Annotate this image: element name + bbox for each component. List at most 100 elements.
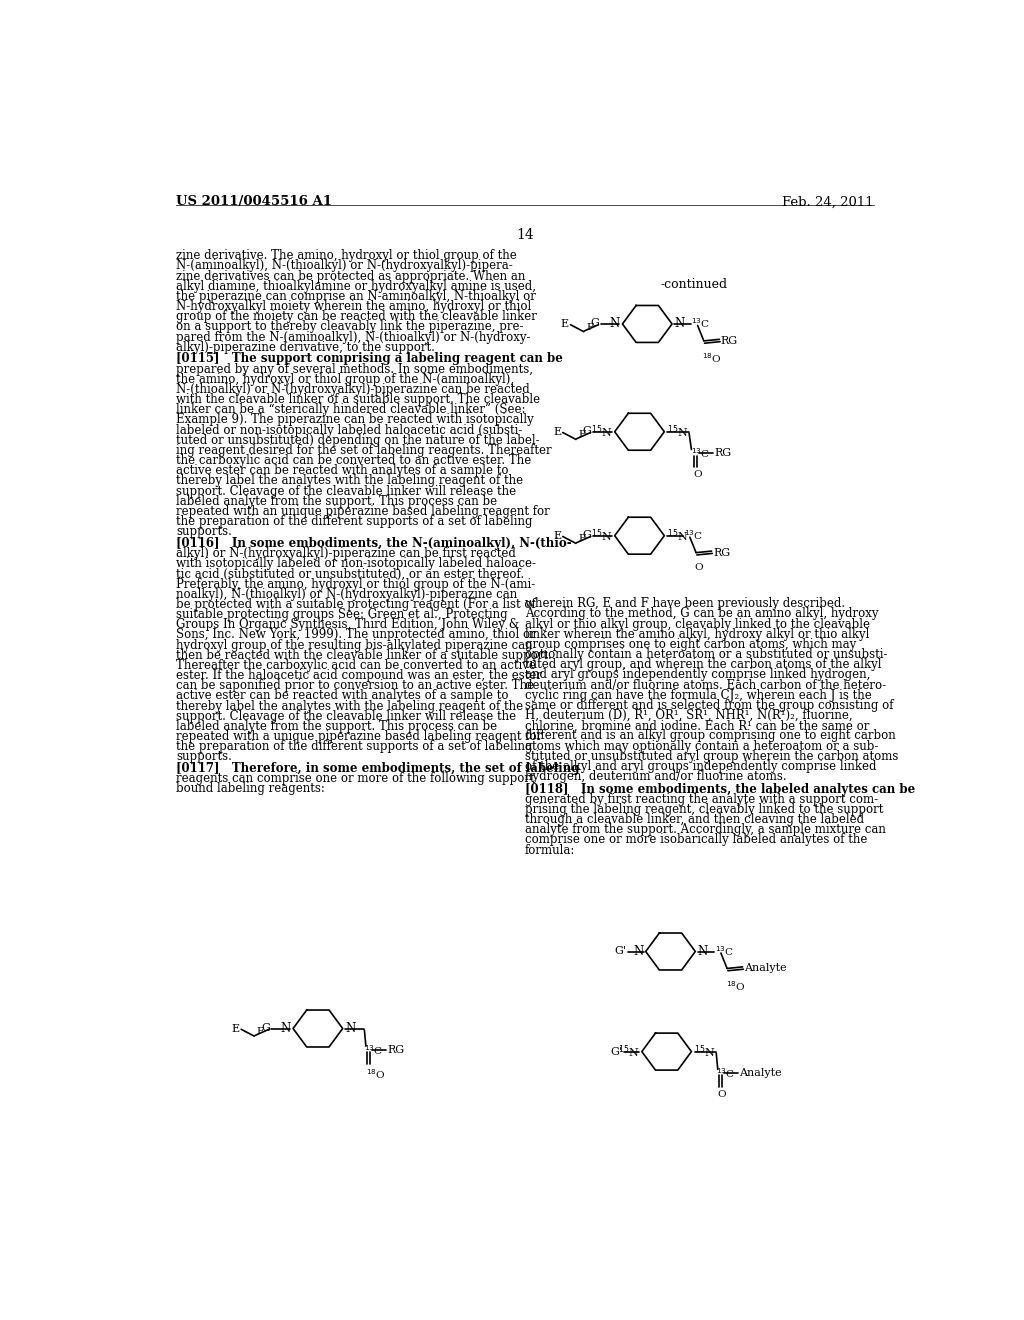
Text: RG: RG [388,1045,404,1055]
Text: with isotopically labeled or non-isotopically labeled haloace-: with isotopically labeled or non-isotopi… [176,557,536,570]
Text: Thereafter the carboxylic acid can be converted to an active: Thereafter the carboxylic acid can be co… [176,659,536,672]
Text: bound labeling reagents:: bound labeling reagents: [176,783,325,796]
Text: chlorine, bromine and iodine. Each R¹ can be the same or: chlorine, bromine and iodine. Each R¹ ca… [524,719,869,733]
Text: N: N [697,945,708,958]
Text: then be reacted with the cleavable linker of a suitable support.: then be reacted with the cleavable linke… [176,648,552,661]
Text: RG: RG [715,449,732,458]
Text: labeled or non-isotopically labeled haloacetic acid (substi-: labeled or non-isotopically labeled halo… [176,424,522,437]
Text: ester. If the haloacetic acid compound was an ester, the ester: ester. If the haloacetic acid compound w… [176,669,542,682]
Text: noalkyl), N-(thioalkyl) or N-(hydroxyalkyl)-piperazine can: noalkyl), N-(thioalkyl) or N-(hydroxyalk… [176,587,517,601]
Text: O: O [693,470,701,479]
Text: Analyte: Analyte [739,1068,782,1078]
Text: supports.: supports. [176,525,231,539]
Text: the carboxylic acid can be converted to an active ester. The: the carboxylic acid can be converted to … [176,454,531,467]
Text: US 2011/0045516 A1: US 2011/0045516 A1 [176,195,332,209]
Text: atoms which may optionally contain a heteroatom or a sub-: atoms which may optionally contain a het… [524,739,879,752]
Text: N: N [610,317,621,330]
Text: Preferably, the amino, hydroxyl or thiol group of the N-(ami-: Preferably, the amino, hydroxyl or thiol… [176,578,536,590]
Text: repeated with a unique piperazine based labeling reagent for: repeated with a unique piperazine based … [176,730,543,743]
Text: $^{15}$N: $^{15}$N [667,424,688,440]
Text: hydrogen, deuterium and/or fluorine atoms.: hydrogen, deuterium and/or fluorine atom… [524,770,786,783]
Text: labeled analyte from the support. This process can be: labeled analyte from the support. This p… [176,719,498,733]
Text: O: O [694,564,703,573]
Text: F: F [579,430,586,440]
Text: alkyl or thio alkyl group, cleavably linked to the cleavable: alkyl or thio alkyl group, cleavably lin… [524,618,869,631]
Text: repeated with an unique piperazine based labeling reagent for: repeated with an unique piperazine based… [176,504,550,517]
Text: $^{15}$N: $^{15}$N [617,1043,640,1060]
Text: Groups In Organic Synthesis, Third Edition, John Wiley &: Groups In Organic Synthesis, Third Editi… [176,618,519,631]
Text: different and is an alkyl group comprising one to eight carbon: different and is an alkyl group comprisi… [524,730,896,742]
Text: linker wherein the amino alkyl, hydroxy alkyl or thio alkyl: linker wherein the amino alkyl, hydroxy … [524,628,869,640]
Text: $^{13}$C: $^{13}$C [716,1067,735,1080]
Text: F: F [587,322,594,331]
Text: G: G [583,529,592,540]
Text: active ester can be reacted with analytes of a sample to: active ester can be reacted with analyte… [176,465,509,478]
Text: tuted aryl group, and wherein the carbon atoms of the alkyl: tuted aryl group, and wherein the carbon… [524,659,882,672]
Text: [0116]   In some embodiments, the N-(aminoalkyl), N-(thio-: [0116] In some embodiments, the N-(amino… [176,537,571,550]
Text: $^{15}$N: $^{15}$N [591,528,612,544]
Text: 14: 14 [516,227,534,242]
Text: optionally contain a heteroatom or a substituted or unsubsti-: optionally contain a heteroatom or a sub… [524,648,888,661]
Text: $^{13}$C: $^{13}$C [691,446,711,461]
Text: G': G' [614,946,627,957]
Text: [0115]   The support comprising a labeling reagent can be: [0115] The support comprising a labeling… [176,352,563,366]
Text: N-(thioalkyl) or N-(hydroxyalkyl)-piperazine can be reacted: N-(thioalkyl) or N-(hydroxyalkyl)-pipera… [176,383,529,396]
Text: the amino, hydroxyl or thiol group of the N-(aminoalkyl),: the amino, hydroxyl or thiol group of th… [176,372,514,385]
Text: of the alkyl and aryl groups independently comprise linked: of the alkyl and aryl groups independent… [524,760,877,774]
Text: Feb. 24, 2011: Feb. 24, 2011 [782,195,873,209]
Text: comprise one or more isobarically labeled analytes of the: comprise one or more isobarically labele… [524,833,867,846]
Text: N-(aminoalkyl), N-(thioalkyl) or N-(hydroxyalkyl)-pipera-: N-(aminoalkyl), N-(thioalkyl) or N-(hydr… [176,260,513,272]
Text: be protected with a suitable protecting reagent (For a list of: be protected with a suitable protecting … [176,598,536,611]
Text: tic acid (substituted or unsubstituted), or an ester thereof.: tic acid (substituted or unsubstituted),… [176,568,524,581]
Text: hydroxyl group of the resulting bis-alkylated piperazine can: hydroxyl group of the resulting bis-alky… [176,639,532,652]
Text: analyte from the support. Accordingly, a sample mixture can: analyte from the support. Accordingly, a… [524,824,886,836]
Text: cyclic ring can have the formula CJ₂, wherein each J is the: cyclic ring can have the formula CJ₂, wh… [524,689,871,702]
Text: RG: RG [721,335,738,346]
Text: alkyl diamine, thioalkylamine or hydroxyalkyl amine is used,: alkyl diamine, thioalkylamine or hydroxy… [176,280,536,293]
Text: O: O [718,1090,726,1100]
Text: group comprises one to eight carbon atoms, which may: group comprises one to eight carbon atom… [524,638,856,651]
Text: $^{13}$C: $^{13}$C [691,317,711,330]
Text: zine derivatives can be protected as appropriate. When an: zine derivatives can be protected as app… [176,269,525,282]
Text: $^{15}$N: $^{15}$N [591,424,612,440]
Text: formula:: formula: [524,843,575,857]
Text: H, deuterium (D), R¹, OR¹, SR¹, NHR¹, N(R¹)₂, fluorine,: H, deuterium (D), R¹, OR¹, SR¹, NHR¹, N(… [524,709,852,722]
Text: reagents can comprise one or more of the following support: reagents can comprise one or more of the… [176,772,535,785]
Text: $^{13}$C: $^{13}$C [715,944,733,957]
Text: thereby label the analytes with the labeling reagent of the: thereby label the analytes with the labe… [176,700,523,713]
Text: group of the moiety can be reacted with the cleavable linker: group of the moiety can be reacted with … [176,310,537,323]
Text: wherein RG, E and F have been previously described.: wherein RG, E and F have been previously… [524,598,845,610]
Text: $^{13}$C: $^{13}$C [684,528,702,541]
Text: the piperazine can comprise an N-aminoalkyl, N-thioalkyl or: the piperazine can comprise an N-aminoal… [176,290,536,302]
Text: linker can be a “sterically hindered cleavable linker” (See:: linker can be a “sterically hindered cle… [176,404,525,416]
Text: N: N [345,1022,355,1035]
Text: E: E [231,1023,240,1034]
Text: N-hydroxyalkyl moiety wherein the amino, hydroxyl or thiol: N-hydroxyalkyl moiety wherein the amino,… [176,300,531,313]
Text: stituted or unsubstituted aryl group wherein the carbon atoms: stituted or unsubstituted aryl group whe… [524,750,898,763]
Text: deuterium and/or fluorine atoms. Each carbon of the hetero-: deuterium and/or fluorine atoms. Each ca… [524,678,886,692]
Text: [0118]   In some embodiments, the labeled analytes can be: [0118] In some embodiments, the labeled … [524,783,915,796]
Text: generated by first reacting the analyte with a support com-: generated by first reacting the analyte … [524,793,878,805]
Text: G: G [261,1023,270,1032]
Text: RG: RG [713,548,730,557]
Text: [0117]   Therefore, in some embodiments, the set of labeling: [0117] Therefore, in some embodiments, t… [176,762,580,775]
Text: the preparation of the different supports of a set of labeling: the preparation of the different support… [176,515,532,528]
Text: According to the method, G can be an amino alkyl, hydroxy: According to the method, G can be an ami… [524,607,879,620]
Text: ing reagent desired for the set of labeling reagents. Thereafter: ing reagent desired for the set of label… [176,444,552,457]
Text: the preparation of the different supports of a set of labeling: the preparation of the different support… [176,741,532,754]
Text: -continued: -continued [660,277,727,290]
Text: $^{18}$O: $^{18}$O [366,1067,386,1081]
Text: zine derivative. The amino, hydroxyl or thiol group of the: zine derivative. The amino, hydroxyl or … [176,249,517,263]
Text: same or different and is selected from the group consisting of: same or different and is selected from t… [524,700,893,711]
Text: supports.: supports. [176,750,231,763]
Text: G': G' [610,1047,623,1056]
Text: N: N [675,317,685,330]
Text: tuted or unsubstituted) depending on the nature of the label-: tuted or unsubstituted) depending on the… [176,434,540,446]
Text: F: F [579,535,586,544]
Text: suitable protecting groups See: Green et al., Protecting: suitable protecting groups See: Green et… [176,609,508,622]
Text: $^{13}$C: $^{13}$C [365,1043,383,1057]
Text: $^{15}$N: $^{15}$N [693,1043,716,1060]
Text: G: G [590,318,599,329]
Text: prising the labeling reagent, cleavably linked to the support: prising the labeling reagent, cleavably … [524,803,883,816]
Text: labeled analyte from the support. This process can be: labeled analyte from the support. This p… [176,495,498,508]
